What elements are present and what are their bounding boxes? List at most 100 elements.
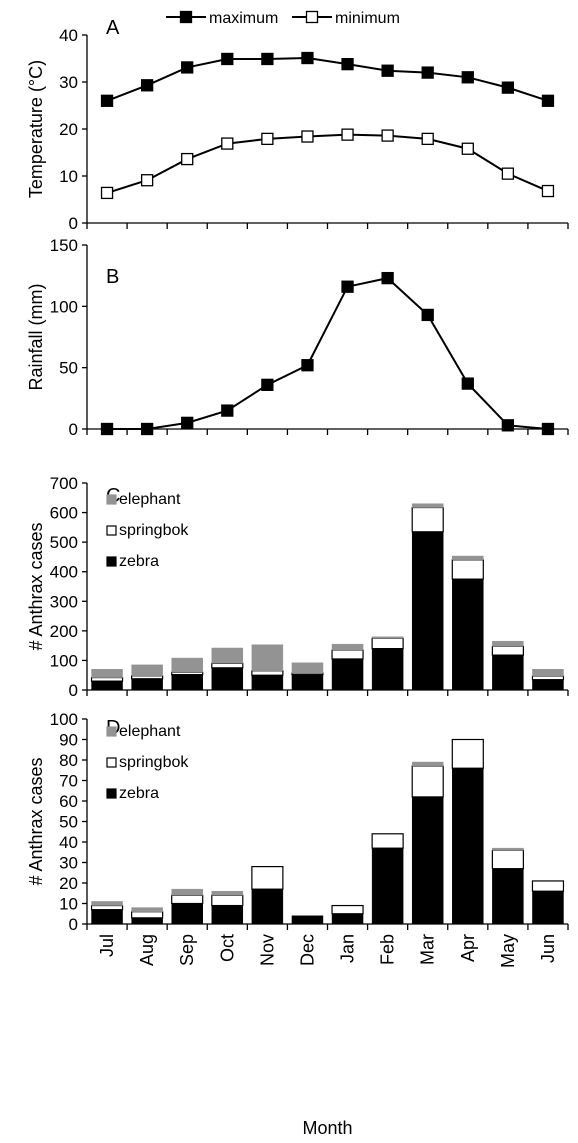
panel-c-bar-elephant-Nov	[251, 644, 284, 672]
x-tick-label-May: May	[498, 934, 518, 968]
panel-c-bar-elephant-Oct	[211, 647, 244, 664]
panel-c-y-tick-label: 100	[50, 651, 78, 670]
panel-d-legend-label-zebra: zebra	[119, 785, 159, 802]
panel-a-point-minimum-Nov	[261, 132, 274, 146]
panel-a-point-minimum-Jun	[541, 184, 555, 198]
panel-d-y-tick-label: 70	[59, 772, 78, 791]
panel-b-point-series-Feb	[381, 271, 394, 285]
panel-a-y-tick-label: 30	[59, 73, 78, 92]
panel-d-y-tick-label: 100	[50, 710, 78, 729]
panel-d-bar-zebra-Dec	[291, 915, 324, 925]
panel-c-bar-zebra-Jan	[331, 658, 364, 691]
panel-c-bar-zebra-Mar	[411, 531, 444, 691]
panel-c-y-tick-label: 500	[50, 533, 78, 552]
panel-b-point-series-Oct	[221, 404, 234, 417]
panel-d-bar-zebra-Jan	[331, 913, 364, 925]
panel-a-point-minimum-Jan	[341, 128, 354, 141]
panel-c-bar-zebra-Feb	[371, 648, 404, 691]
panel-c-bar-springbok-Nov	[251, 670, 284, 676]
panel-d-bar-elephant-Aug	[131, 907, 163, 912]
panel-b-series-line-0	[107, 277, 549, 430]
panel-d-bar-zebra-Sep	[171, 903, 203, 925]
panel-d-bar-zebra-Oct	[211, 905, 244, 925]
panel-b-point-series-Dec	[301, 359, 314, 372]
panel-b-point-series-Nov	[261, 378, 274, 391]
panel-d-legend-swatch-elephant	[106, 726, 117, 737]
x-axis-title: Month	[302, 1118, 352, 1138]
panel-d-bar-elephant-Oct	[211, 890, 244, 896]
panel-b-point-series-Mar	[421, 308, 434, 322]
x-tick-label-Apr: Apr	[458, 934, 478, 962]
panel-d-bar-zebra-Aug	[131, 917, 163, 925]
panel-c-y-tick-label: 0	[69, 681, 78, 700]
panel-d-y-tick-label: 10	[59, 895, 78, 914]
panel-d-y-tick-label: 60	[59, 792, 78, 811]
panel-c-y-axis-label: # Anthrax cases	[26, 522, 46, 650]
panel-c-bar-springbok-Feb	[371, 637, 404, 650]
panel-b-y-tick-label: 50	[59, 359, 78, 378]
panel-a-point-maximum-Sep	[181, 61, 194, 74]
panel-c-bar-zebra-Aug	[131, 678, 163, 691]
panel-b-y-tick-label: 150	[50, 236, 78, 255]
panel-c-bar-zebra-Jun	[532, 679, 564, 691]
panel-c-bar-springbok-Sep	[171, 671, 204, 676]
x-tick-label-Sep: Sep	[177, 934, 197, 966]
panel-d-bar-zebra-Mar	[411, 796, 444, 925]
panel-a-y-tick-label: 10	[59, 167, 78, 186]
panel-d-bar-springbok-May	[491, 849, 524, 870]
panel-b-point-series-May	[501, 419, 515, 432]
panel-c-bar-elephant-Jan	[331, 643, 364, 651]
panel-b-point-series-Apr	[461, 377, 474, 390]
panel-d-bar-springbok-Apr	[451, 738, 484, 769]
x-tick-label-Dec: Dec	[297, 934, 317, 966]
panel-c-bar-zebra-May	[492, 654, 524, 691]
panel-d-bar-zebra-May	[492, 868, 524, 925]
panel-a-point-minimum-Oct	[221, 137, 234, 150]
panel-c-bar-springbok-Jul	[90, 676, 124, 682]
x-tick-label-Aug: Aug	[137, 934, 157, 966]
panel-a-series-line-1	[106, 133, 549, 194]
panel-c-bar-elephant-Dec	[291, 662, 324, 674]
panel-c-bar-zebra-Jul	[91, 680, 123, 691]
panel-c-bar-springbok-Jun	[531, 675, 565, 681]
panel-c-legend-label-elephant: elephant	[119, 491, 181, 508]
x-tick-label-Nov: Nov	[257, 934, 277, 966]
panel-c-legend-label-springbok: springbok	[119, 522, 189, 539]
panel-a-point-minimum-Mar	[421, 132, 434, 146]
panel-c-legend-swatch-springbok	[106, 525, 117, 536]
panel-b-y-axis-label: Rainfall (mm)	[26, 283, 46, 390]
panel-a-point-minimum-Sep	[181, 152, 194, 166]
panel-a-label: A	[106, 17, 120, 39]
panel-c-bar-zebra-Dec	[291, 674, 324, 691]
panel-c-y-tick-label: 700	[50, 474, 78, 493]
panel-c-legend-label-zebra: zebra	[119, 553, 159, 570]
panel-c-bar-zebra-Nov	[251, 674, 284, 691]
panel-c-bar-springbok-Mar	[411, 506, 444, 533]
panel-d-y-tick-label: 40	[59, 833, 78, 852]
panel-c-legend-swatch-elephant	[106, 494, 117, 505]
panel-d-y-tick-label: 80	[59, 751, 78, 770]
panel-d-legend-label-elephant: elephant	[119, 723, 181, 740]
panel-a-y-tick-label: 20	[59, 120, 78, 139]
x-tick-label-Mar: Mar	[418, 934, 438, 965]
panel-c-y-tick-label: 600	[50, 504, 78, 523]
panel-a-y-tick-label: 0	[69, 214, 78, 233]
panel-c-bar-springbok-May	[491, 645, 524, 656]
panel-d-bar-springbok-Sep	[171, 894, 204, 905]
panel-c-bar-springbok-Aug	[131, 675, 164, 680]
panel-c-bar-springbok-Jan	[331, 649, 364, 660]
legend-label-minimum: minimum	[335, 10, 400, 27]
panel-d-y-tick-label: 20	[59, 874, 78, 893]
panel-c-bar-zebra-Apr	[452, 578, 484, 691]
panel-d-y-tick-label: 90	[59, 731, 78, 750]
panel-a-point-maximum-Nov	[261, 52, 274, 66]
legend-marker-maximum	[179, 10, 193, 24]
panel-c-y-tick-label: 300	[50, 592, 78, 611]
panel-d-legend-swatch-zebra	[106, 788, 117, 799]
panel-a-series-line-0	[106, 57, 549, 102]
panel-d-bar-springbok-Aug	[131, 911, 164, 919]
panel-b-label: B	[106, 266, 119, 288]
panel-d-y-axis-label: # Anthrax cases	[26, 757, 46, 885]
panel-d-bar-springbok-Mar	[411, 765, 444, 798]
panel-d-bar-springbok-Jun	[531, 880, 565, 892]
